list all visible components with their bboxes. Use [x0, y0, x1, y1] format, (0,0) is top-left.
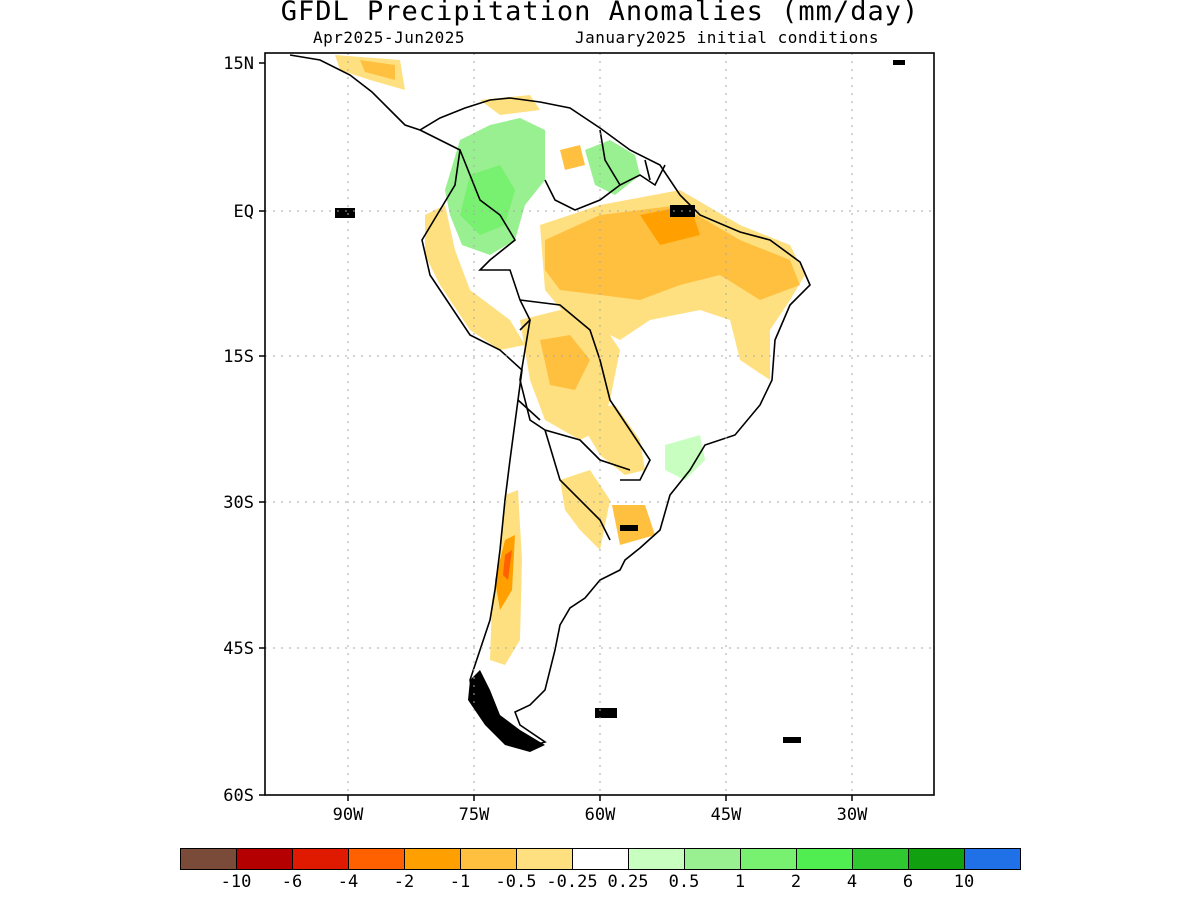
- lon-label: 45W: [711, 805, 742, 825]
- colorbar-swatch: [348, 848, 405, 870]
- colorbar-swatch: [404, 848, 461, 870]
- colorbar-swatch: [180, 848, 237, 870]
- lat-label: 45S: [223, 639, 254, 659]
- colorbar-label: 1: [734, 872, 746, 892]
- colorbar-label: -0.5: [495, 872, 537, 892]
- lon-label: 75W: [459, 805, 490, 825]
- lon-label: 60W: [585, 805, 616, 825]
- colorbar-label: 0.5: [668, 872, 700, 892]
- colorbar-swatch: [292, 848, 349, 870]
- colorbar-swatch: [740, 848, 797, 870]
- colorbar-label: -2: [393, 872, 415, 892]
- lat-label: 15N: [223, 54, 254, 74]
- islands: [335, 60, 905, 752]
- colorbar-label: -4: [337, 872, 359, 892]
- lat-label: EQ: [234, 202, 254, 222]
- lon-label: 90W: [333, 805, 364, 825]
- colorbar-label: -6: [281, 872, 303, 892]
- colorbar-label: 2: [790, 872, 802, 892]
- colorbar-swatch: [908, 848, 965, 870]
- lon-label: 30W: [837, 805, 868, 825]
- colorbar-swatch: [572, 848, 629, 870]
- lat-label: 30S: [223, 493, 254, 513]
- colorbar-swatch: [964, 848, 1021, 870]
- colorbar-swatch: [460, 848, 517, 870]
- colorbar-swatch: [516, 848, 573, 870]
- colorbar-label: 4: [846, 872, 858, 892]
- colorbar-swatch: [628, 848, 685, 870]
- colorbar-label: 0.25: [607, 872, 649, 892]
- axis-ticks: [259, 62, 853, 801]
- colorbar-label: 6: [902, 872, 914, 892]
- lat-label: 15S: [223, 347, 254, 367]
- init-label: January2025 initial conditions: [575, 28, 879, 47]
- colorbar-label: -0.25: [546, 872, 598, 892]
- colorbar-label: 10: [953, 872, 975, 892]
- colorbar-swatch: [796, 848, 853, 870]
- colorbar-swatch: [236, 848, 293, 870]
- colorbar-swatch: [684, 848, 741, 870]
- colorbar-label: -10: [220, 872, 252, 892]
- lat-label: 60S: [223, 786, 254, 806]
- period-label: Apr2025-Jun2025: [313, 28, 465, 47]
- colorbar-label: -1: [449, 872, 471, 892]
- map-title: GFDL Precipitation Anomalies (mm/day): [280, 0, 920, 27]
- colorbar-swatch: [852, 848, 909, 870]
- coastlines: [289, 54, 811, 749]
